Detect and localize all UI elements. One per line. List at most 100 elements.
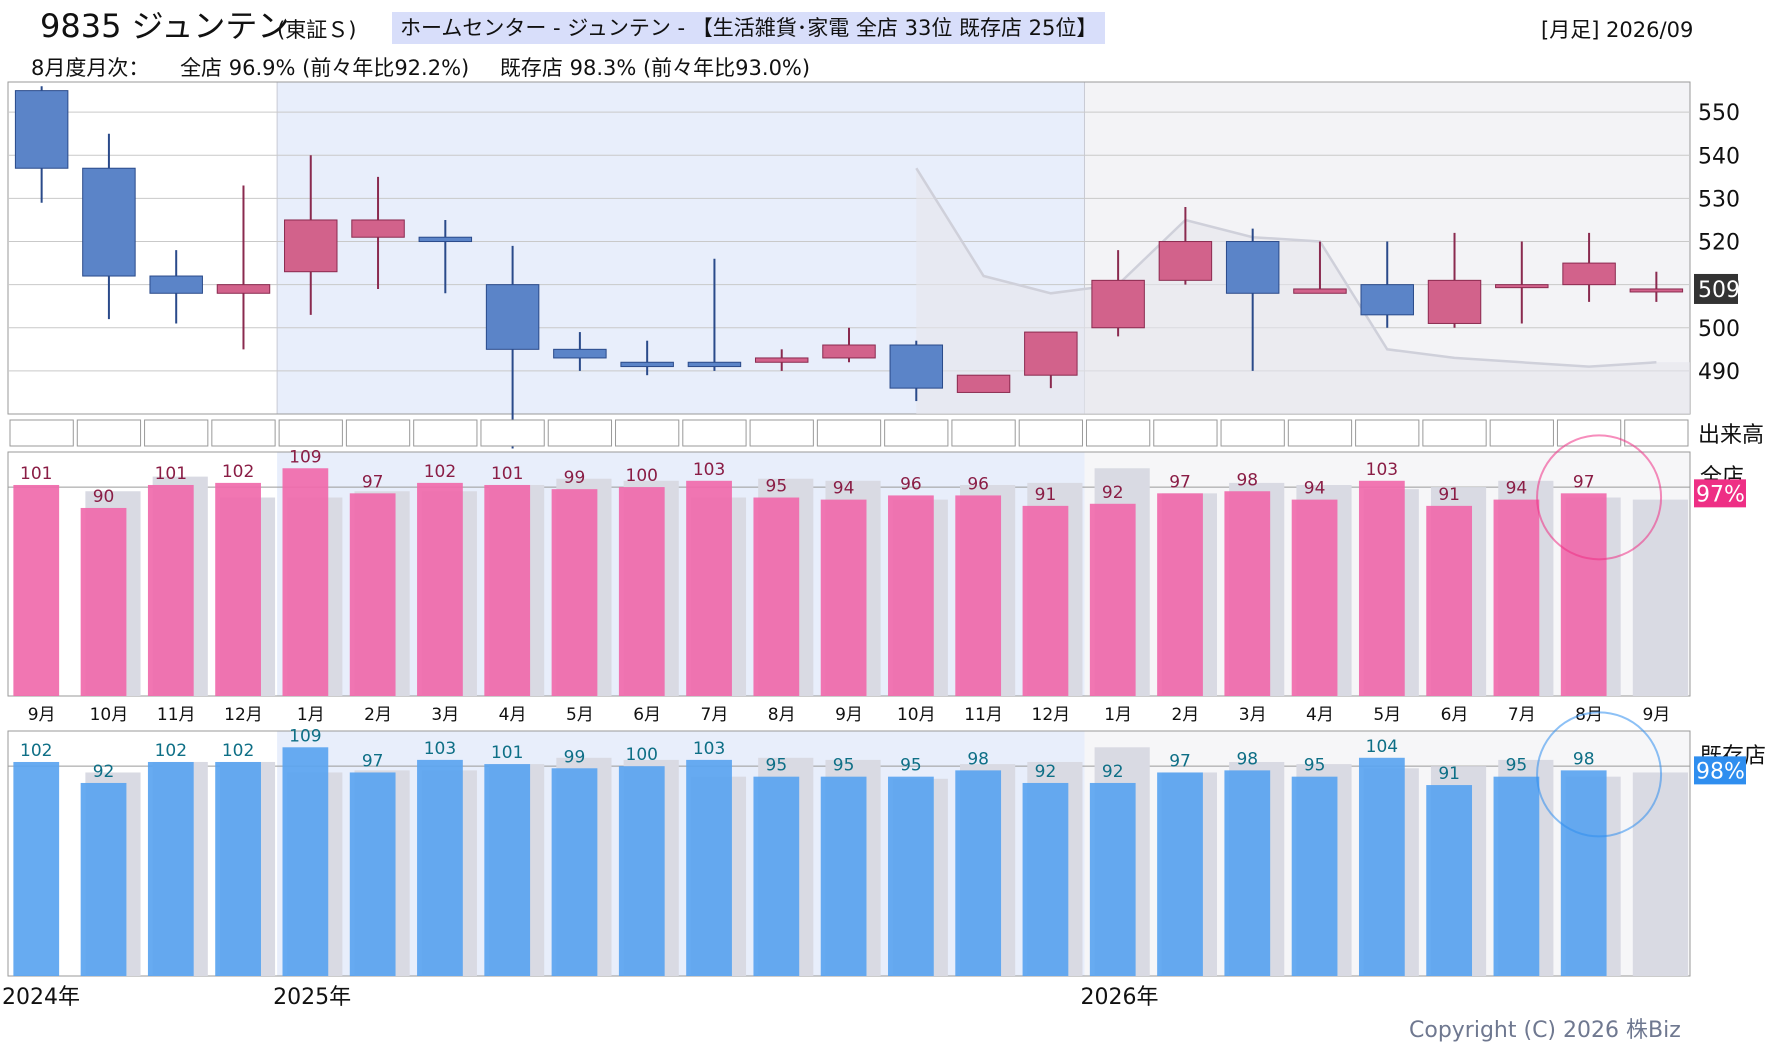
value-bar — [1224, 491, 1271, 696]
candle-body — [1024, 331, 1078, 376]
month-label: 6月 — [1441, 705, 1469, 725]
value-label: 91 — [1438, 764, 1460, 784]
price-tick-label: 550 — [1698, 101, 1740, 126]
trend-line — [915, 167, 1657, 368]
candle-body — [1562, 262, 1616, 286]
candle-body — [822, 344, 876, 359]
value-bar — [417, 482, 463, 696]
value-bar — [1291, 499, 1338, 696]
candle-body — [485, 284, 540, 350]
summary-existing-stores: 既存店 98.3% (前々年比93.0%) — [499, 56, 811, 80]
price-tick-label: 520 — [1698, 231, 1740, 256]
month-label: 5月 — [1373, 705, 1401, 725]
volume-panel: 出来高 — [9, 419, 1764, 448]
summary-label: 8月度月次： — [31, 56, 150, 80]
highlight-circle — [1536, 711, 1663, 838]
candle-body — [620, 361, 674, 368]
value-bar — [1291, 776, 1338, 976]
value-label: 95 — [766, 756, 788, 776]
value-bar — [147, 761, 194, 976]
month-label: 11月 — [157, 705, 196, 725]
month-label: 10月 — [897, 705, 936, 725]
month-label: 10月 — [90, 705, 129, 725]
value-label: 99 — [564, 747, 586, 767]
value-label: 97 — [1169, 751, 1191, 771]
value-label: 95 — [1506, 756, 1528, 776]
value-bar — [888, 776, 934, 976]
candle-body — [149, 275, 203, 294]
volume-cell — [1556, 419, 1622, 447]
volume-cell — [480, 419, 545, 447]
market-label: (東証Ｓ) — [277, 18, 357, 42]
month-label: 3月 — [1239, 705, 1267, 725]
candle-body — [284, 219, 338, 273]
value-label: 92 — [1035, 762, 1057, 782]
value-bar — [955, 495, 1002, 696]
candle-body — [1495, 284, 1549, 289]
price-tick-label: 490 — [1698, 360, 1740, 385]
value-bar — [1358, 757, 1405, 976]
value-label: 98 — [1236, 749, 1258, 769]
year-label: 2025年 — [273, 985, 351, 1010]
value-label: 97 — [1169, 472, 1191, 492]
month-label: 5月 — [566, 705, 594, 725]
value-bar — [1157, 493, 1203, 696]
candle-body — [1427, 279, 1482, 324]
value-label: 103 — [693, 739, 725, 759]
value-label: 103 — [424, 739, 456, 759]
value-label: 96 — [900, 474, 922, 494]
volume-cell — [749, 419, 814, 447]
current-price-box — [1694, 273, 1738, 304]
value-bar — [1560, 770, 1607, 976]
candle-body — [216, 284, 271, 294]
value-label: 109 — [289, 447, 321, 467]
year-label: 2024年 — [2, 985, 80, 1010]
candle-body — [1360, 284, 1414, 316]
value-bar — [618, 766, 665, 976]
candle-body — [1158, 241, 1213, 281]
candle-body — [1629, 288, 1684, 293]
value-label: 104 — [1366, 737, 1398, 757]
candle-body — [1225, 241, 1280, 294]
value-bar — [282, 468, 329, 696]
candle-body — [1293, 288, 1347, 294]
prev-year-bar — [1632, 772, 1688, 976]
volume-cell — [345, 419, 411, 447]
candle-body — [82, 167, 136, 277]
value-bar — [551, 489, 598, 696]
pct-label-box — [1694, 756, 1746, 785]
month-label: 12月 — [224, 705, 263, 725]
month-label: 3月 — [431, 705, 459, 725]
candle-body — [351, 219, 405, 238]
candle-body — [553, 348, 607, 359]
volume-cell — [413, 419, 478, 447]
monthly-summary: 8月度月次： 全店 96.9% (前々年比92.2%) 既存店 98.3% (前… — [31, 52, 834, 82]
value-label: 103 — [1366, 460, 1398, 480]
price-tick-label: 500 — [1698, 317, 1740, 342]
month-label: 8月 — [1575, 705, 1603, 725]
value-bar — [1560, 493, 1607, 696]
month-label: 12月 — [1032, 705, 1071, 725]
value-label: 94 — [833, 479, 855, 499]
month-label: 8月 — [768, 705, 796, 725]
value-label: 102 — [155, 741, 187, 761]
value-bar — [955, 770, 1002, 976]
value-bar — [349, 493, 396, 696]
value-label: 101 — [491, 743, 523, 763]
value-bar — [686, 759, 732, 976]
volume-label: 出来高 — [1698, 423, 1764, 448]
candle-body — [889, 344, 944, 389]
value-label: 95 — [1304, 756, 1326, 776]
value-label: 92 — [1102, 483, 1124, 503]
current-price-label: 509 — [1698, 278, 1740, 303]
value-label: 103 — [693, 460, 725, 480]
volume-cell — [144, 419, 209, 447]
value-label: 102 — [424, 462, 456, 482]
month-label: 2月 — [1171, 705, 1199, 725]
price-tick-label: 530 — [1698, 187, 1740, 212]
value-bar — [13, 484, 60, 696]
value-label: 95 — [900, 756, 922, 776]
value-bar — [753, 497, 800, 696]
candle-body — [687, 361, 742, 368]
chart-period: [月足] 2026/09 — [1541, 18, 1694, 42]
